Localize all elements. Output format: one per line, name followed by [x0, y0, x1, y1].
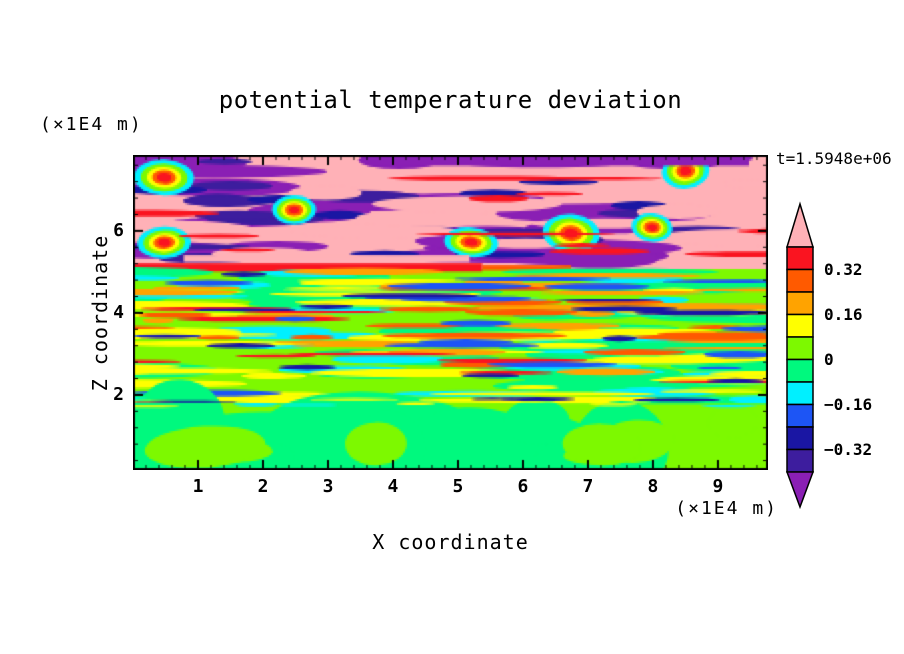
colorbar-label: −0.16: [824, 395, 872, 414]
colorbar-segment: [786, 381, 814, 406]
x-tick-label: 8: [647, 476, 659, 497]
colorbar-label: 0.16: [824, 305, 863, 324]
x-tick-label: 7: [582, 476, 594, 497]
x-tick-label: 1: [192, 476, 204, 497]
x-tick-label: 6: [517, 476, 529, 497]
z-tick-label: 6: [113, 219, 124, 241]
colorbar-segment: [786, 268, 814, 293]
chart-title: potential temperature deviation: [218, 86, 683, 114]
colorbar-segment: [786, 336, 814, 361]
x-tick-label: 5: [452, 476, 464, 497]
z-axis-label: Z coordinate: [88, 234, 112, 392]
colorbar: 0.32 0.16 0 −0.16 −0.32: [785, 201, 872, 510]
colorbar-segment: [786, 358, 814, 383]
colorbar-over-arrow: [785, 201, 815, 248]
x-axis-label: X coordinate: [372, 530, 529, 554]
z-tick-label: 4: [113, 301, 124, 323]
colorbar-segment: [786, 313, 814, 338]
colorbar-segment: [786, 246, 814, 271]
colorbar-label: −0.32: [824, 440, 872, 459]
contour-plot: [133, 155, 768, 470]
z-tick-label: 2: [113, 383, 124, 405]
colorbar-label: 0: [824, 350, 834, 369]
z-axis-unit-label: (×1E4 m): [40, 114, 143, 135]
colorbar-segment: [786, 291, 814, 316]
x-tick-label: 9: [712, 476, 724, 497]
x-tick-label: 4: [387, 476, 399, 497]
x-tick-label: 2: [257, 476, 269, 497]
colorbar-segment: [786, 426, 814, 451]
colorbar-segment: [786, 448, 814, 473]
colorbar-segment: [786, 403, 814, 428]
x-axis-unit-label: (×1E4 m): [675, 498, 778, 519]
x-tick-label: 3: [322, 476, 334, 497]
colorbar-under-arrow: [785, 471, 815, 510]
time-annotation: t=1.5948e+06: [776, 149, 892, 168]
colorbar-label: 0.32: [824, 260, 863, 279]
